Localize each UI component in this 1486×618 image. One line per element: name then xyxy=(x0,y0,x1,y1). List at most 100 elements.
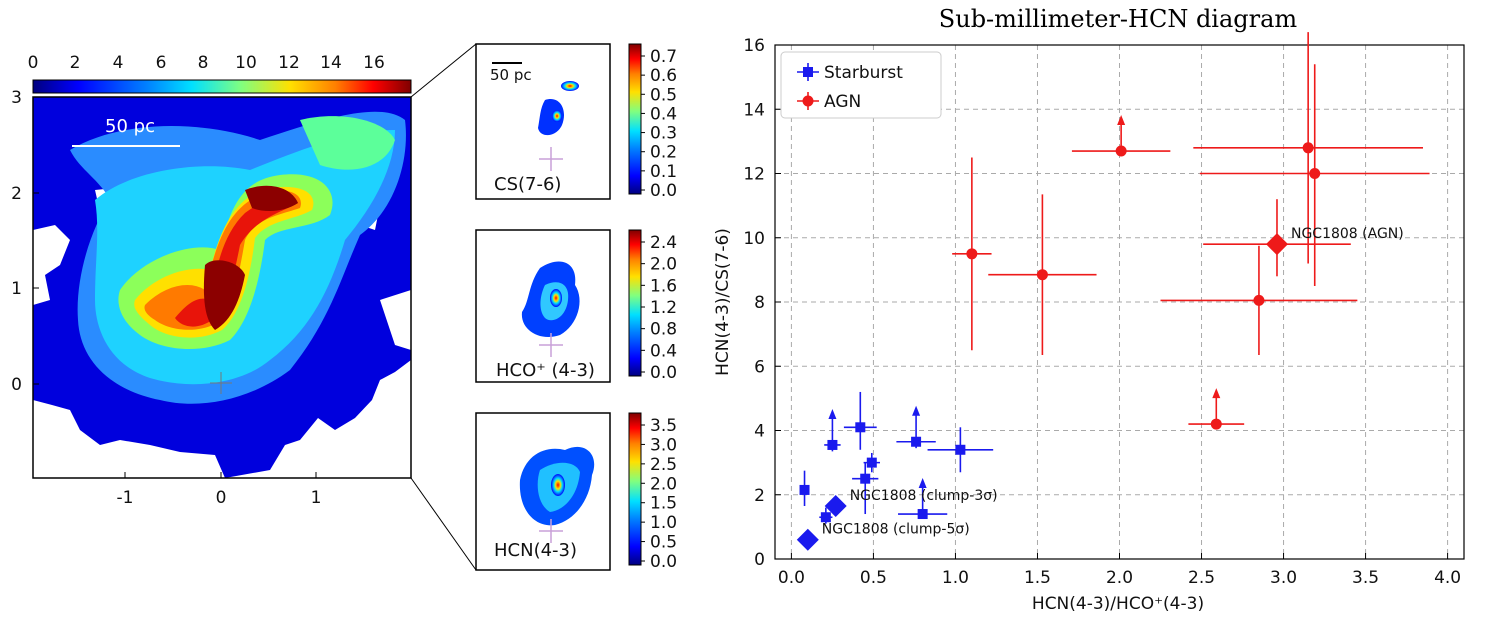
cb-tick: 2 xyxy=(70,53,81,73)
inset-colorbar-tick-label: 0.0 xyxy=(650,181,677,201)
inset-colorbar-tick-label: 3.0 xyxy=(650,435,677,455)
x-tick-label: 2.5 xyxy=(1188,568,1215,588)
highlight-point: NGC1808 (clump-3σ) xyxy=(824,488,998,517)
starburst-point xyxy=(824,408,841,452)
cb-tick: 0 xyxy=(28,53,39,73)
inset-scale-label: 50 pc xyxy=(490,66,532,84)
inset-colorbar-tick-label: 0.0 xyxy=(650,363,677,383)
inset-colorbar-tick-label: 1.6 xyxy=(650,276,677,296)
y-tick-label: 4 xyxy=(754,422,765,442)
y-tick-label: 10 xyxy=(743,229,765,249)
inset-peak xyxy=(551,474,565,496)
inset-cross xyxy=(539,147,563,171)
highlight-label: NGC1808 (clump-3σ) xyxy=(850,488,998,504)
legend: Starburst AGN xyxy=(780,51,942,119)
lower-limit-arrowhead xyxy=(1212,388,1221,399)
inset-hcn: HCN(4-3) 3.53.02.52.01.51.00.50.0 xyxy=(475,412,677,572)
cb-tick: 8 xyxy=(198,53,209,73)
cb-tick: 16 xyxy=(363,53,385,73)
highlight-points: NGC1808 (AGN) NGC1808 (clump-3σ) NGC1808 (… xyxy=(796,199,1404,551)
legend-square-marker xyxy=(803,67,813,77)
inset-colorbar xyxy=(628,229,642,377)
inset-cross xyxy=(539,333,563,357)
cb-tick: 10 xyxy=(235,53,257,73)
square-marker xyxy=(917,509,928,520)
inset-colorbar-tick-label: 0.2 xyxy=(650,143,677,163)
lower-limit-arrowhead xyxy=(912,405,921,416)
map-ytick: 1 xyxy=(11,279,22,299)
inset-peak xyxy=(552,110,562,122)
legend-circle-marker xyxy=(802,95,814,107)
chart-title: Sub-millimeter-HCN diagram xyxy=(939,5,1298,33)
map-xtick: 0 xyxy=(216,488,227,508)
moment-map-image xyxy=(33,97,411,478)
agn-point xyxy=(1071,115,1171,157)
highlight-label: NGC1808 (AGN) xyxy=(1291,226,1404,242)
x-axis-label: HCN(4-3)/HCO⁺(4-3) xyxy=(1032,594,1204,614)
agn-point xyxy=(1188,388,1245,430)
inset-colorbar-tick-label: 0.3 xyxy=(650,124,677,144)
inset-colorbar-tick-label: 0.5 xyxy=(650,85,677,105)
starburst-point xyxy=(863,452,880,473)
agn-point xyxy=(1199,64,1430,286)
agn-point xyxy=(1193,32,1423,264)
inset-colorbar xyxy=(628,412,642,566)
cb-tick: 12 xyxy=(278,53,300,73)
y-axis-label: HCN(4-3)/CS(7-6) xyxy=(713,228,733,376)
x-tick-label: 3.5 xyxy=(1352,568,1379,588)
x-tick-labels: 0.0 0.5 1.0 1.5 2.0 2.5 3.0 3.5 4.0 xyxy=(778,568,1461,588)
inset-label: HCN(4-3) xyxy=(494,540,577,561)
starburst-point xyxy=(898,478,948,520)
diamond-marker xyxy=(1265,233,1288,256)
square-marker xyxy=(955,444,966,455)
inset-colorbar-tick-label: 0.0 xyxy=(650,552,677,572)
x-tick-label: 2.0 xyxy=(1106,568,1133,588)
x-tick-label: 0.0 xyxy=(778,568,805,588)
map-colorbar xyxy=(32,79,412,94)
inset-hco: HCO⁺ (4-3) 2.42.01.61.20.80.40.0 xyxy=(475,229,677,383)
moment-map-panel: 0 2 4 6 8 10 12 14 16 xyxy=(11,43,477,571)
highlight-point: NGC1808 (AGN) xyxy=(1203,199,1404,277)
map-ytick: 3 xyxy=(11,88,22,108)
starburst-point xyxy=(819,507,833,524)
agn-point xyxy=(1160,245,1358,356)
circle-marker xyxy=(1309,168,1321,179)
inset-label: HCO⁺ (4-3) xyxy=(496,360,595,381)
inset-colorbar-tick-label: 1.2 xyxy=(650,298,677,318)
inset-cross xyxy=(539,519,563,543)
inset-colorbar-tick-label: 0.4 xyxy=(650,104,677,124)
inset-colorbar-tick-label: 2.0 xyxy=(650,474,677,494)
x-tick-label: 0.5 xyxy=(860,568,887,588)
square-marker xyxy=(866,457,877,468)
square-marker xyxy=(855,422,866,433)
map-scale-label: 50 pc xyxy=(105,116,155,137)
y-tick-label: 14 xyxy=(743,100,765,120)
y-tick-label: 0 xyxy=(754,550,765,570)
inset-blob xyxy=(561,81,579,91)
inset-blob xyxy=(538,99,565,136)
legend-box xyxy=(780,51,942,119)
x-tick-label: 4.0 xyxy=(1434,568,1461,588)
y-tick-label: 12 xyxy=(743,165,765,185)
inset-colorbar-tick-label: 3.5 xyxy=(650,416,677,436)
y-tick-labels: 0 2 4 6 8 10 12 14 16 xyxy=(743,36,765,570)
legend-label-starburst: Starburst xyxy=(824,63,903,83)
inset-cs: 50 pc CS(7-6) 0.70.60.50.40.30.20.10.0 xyxy=(475,43,677,201)
map-center-cross xyxy=(210,372,232,394)
map-ytick: 0 xyxy=(11,375,22,395)
x-tick-label: 3.0 xyxy=(1270,568,1297,588)
inset-colorbar-ticks: 2.42.01.61.20.80.40.0 xyxy=(641,233,677,383)
inset-frame xyxy=(475,229,611,383)
y-tick-label: 16 xyxy=(743,36,765,56)
square-marker xyxy=(860,473,871,484)
inset-colorbar-tick-label: 1.5 xyxy=(650,494,677,514)
square-marker xyxy=(911,436,922,447)
starburst-point xyxy=(843,391,877,450)
agn-point xyxy=(988,194,1097,356)
zoom-line-bottom xyxy=(410,477,477,571)
inset-colorbar-tick-label: 0.8 xyxy=(650,320,677,340)
inset-colorbar xyxy=(628,43,642,195)
inset-colorbar-tick-label: 0.5 xyxy=(650,533,677,553)
cb-tick: 4 xyxy=(113,53,124,73)
inset-colorbar-tick-label: 2.4 xyxy=(650,233,677,253)
